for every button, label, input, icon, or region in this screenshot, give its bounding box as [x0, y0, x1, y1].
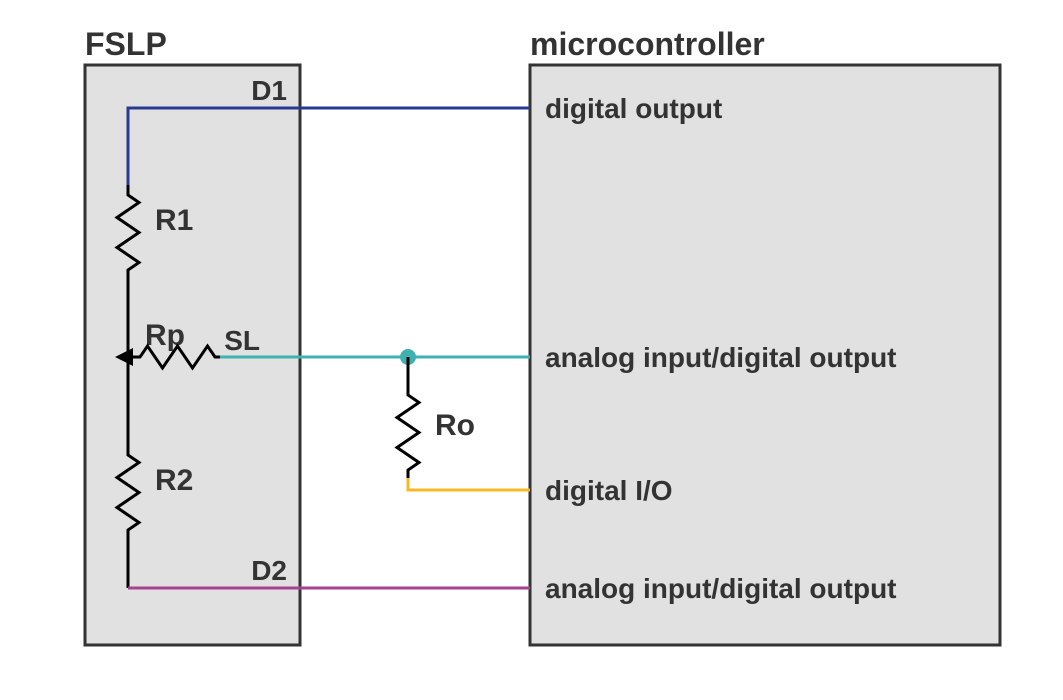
r2-label: R2 [155, 464, 193, 497]
wire-ro-bottom [408, 478, 530, 490]
resistor-ro [397, 388, 419, 478]
ro-label: Ro [435, 409, 475, 442]
mcu-pin-d1-label: digital output [545, 93, 722, 124]
mcu-pin-io-label: digital I/O [545, 475, 673, 506]
mcu-pin-sl-label: analog input/digital output [545, 342, 897, 373]
fslp-title: FSLP [85, 26, 167, 62]
mcu-title: microcontroller [530, 26, 765, 62]
fslp-pin-d2-label: D2 [251, 555, 287, 586]
schematic-diagram: FSLP microcontroller digital output anal… [0, 0, 1063, 700]
mcu-pin-d2-label: analog input/digital output [545, 573, 897, 604]
r1-label: R1 [155, 204, 193, 237]
fslp-pin-sl-label: SL [224, 325, 260, 356]
fslp-pin-d1-label: D1 [251, 75, 287, 106]
